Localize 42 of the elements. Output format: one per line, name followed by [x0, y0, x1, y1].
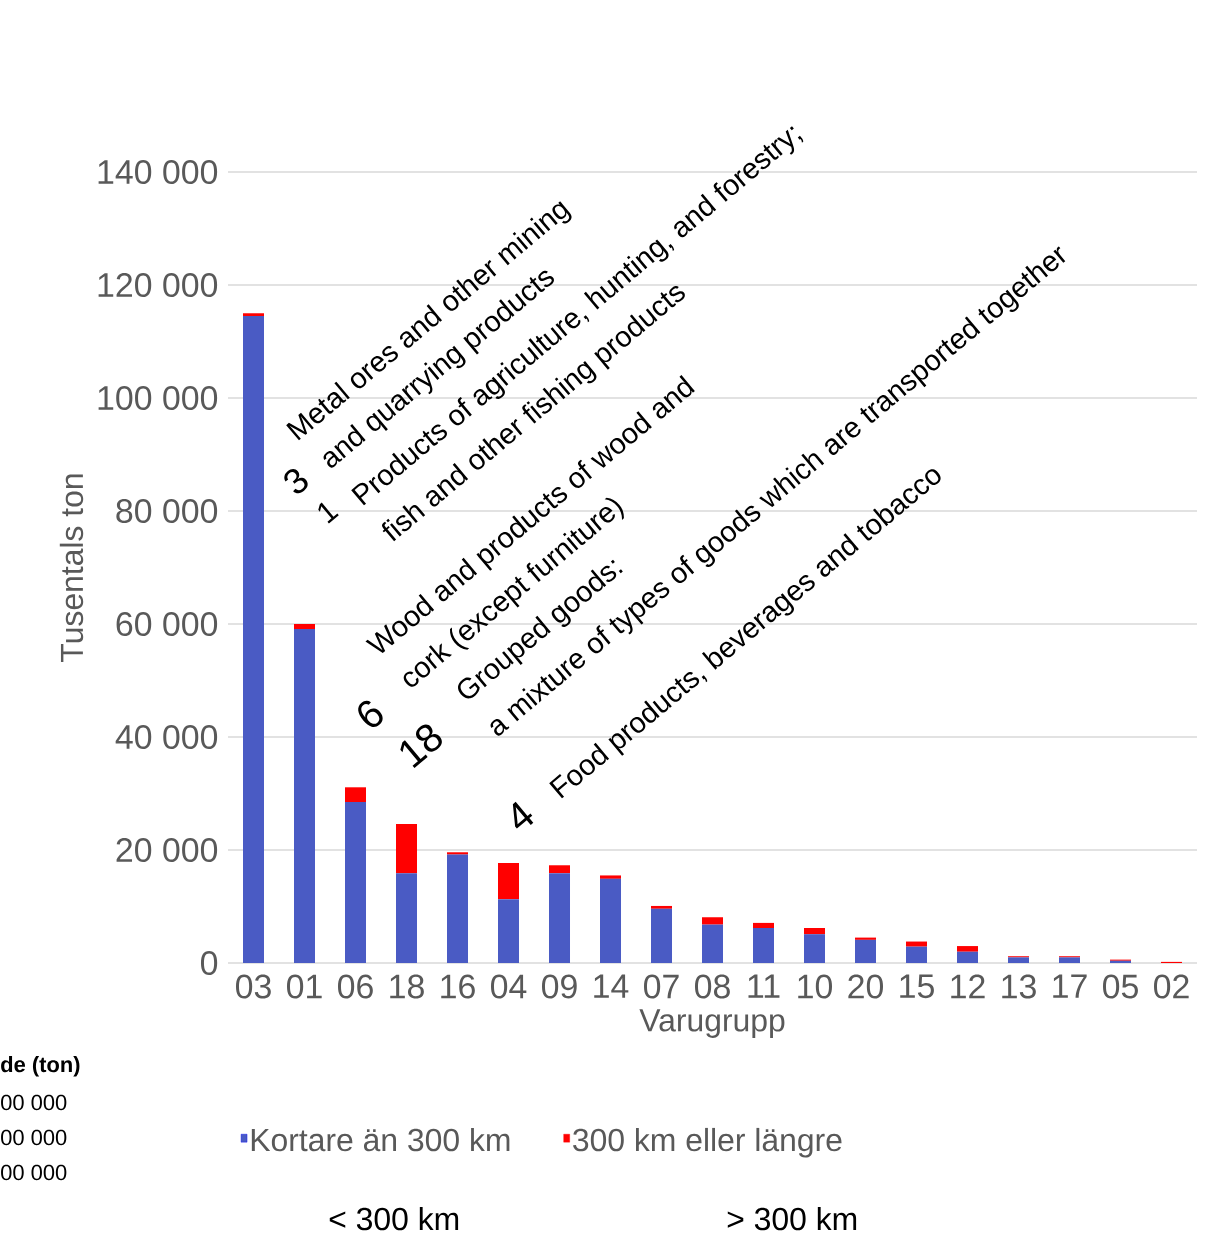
x-tick-label: 16	[441, 974, 475, 999]
x-tick-label: 06	[337, 974, 373, 999]
x-tick-label: 07	[644, 974, 679, 999]
text: de (ton)	[1, 1056, 80, 1077]
y-tick-label: 40 000	[115, 725, 218, 749]
text: 00 000	[1, 1094, 67, 1111]
x-tick-label: 10	[798, 974, 833, 999]
y-tick-label: 140 000	[98, 160, 218, 184]
x-tick-label: 12	[951, 974, 985, 999]
annotation: 4	[512, 801, 534, 829]
annotation: 18	[400, 724, 442, 768]
y-tick-label: 20 000	[116, 838, 218, 862]
text: 00 000	[1, 1164, 67, 1181]
x-tick-label: 15	[900, 974, 934, 999]
y-tick-label: 120 000	[98, 273, 218, 297]
x-tick-label: 17	[1053, 974, 1087, 998]
annotation: 6	[358, 700, 383, 727]
text: < 300 km	[329, 1206, 459, 1231]
x-tick-label: 04	[490, 974, 527, 999]
text: 00 000	[1, 1129, 67, 1146]
y-tick-label: 100 000	[98, 386, 218, 410]
legend-label: Kortare än 300 km	[251, 1127, 510, 1152]
x-tick-label: 03	[235, 974, 271, 999]
x-tick-label: 13	[1002, 974, 1036, 999]
x-tick-label: 05	[1103, 974, 1138, 999]
legend-label: 300 km eller längre	[573, 1127, 842, 1158]
x-tick-label: 20	[848, 974, 884, 999]
y-tick-label: 60 000	[116, 612, 218, 636]
x-tick-label: 08	[695, 974, 730, 999]
y-axis-title: Tusentals ton	[59, 474, 84, 662]
x-tick-label: 02	[1154, 974, 1189, 999]
x-tick-label: 09	[541, 974, 577, 999]
x-tick-label: 01	[286, 974, 322, 999]
y-tick-label: 80 000	[116, 499, 218, 523]
text: > 300 km	[727, 1206, 857, 1231]
x-tick-label: 11	[748, 974, 780, 998]
x-tick-label: 14	[594, 974, 629, 998]
x-tick-label: 18	[390, 974, 424, 999]
y-tick-label: 0	[200, 951, 218, 975]
x-axis-title: Varugrupp	[639, 1009, 785, 1038]
annotation: 3	[284, 468, 308, 494]
annotation: 1	[318, 502, 339, 524]
